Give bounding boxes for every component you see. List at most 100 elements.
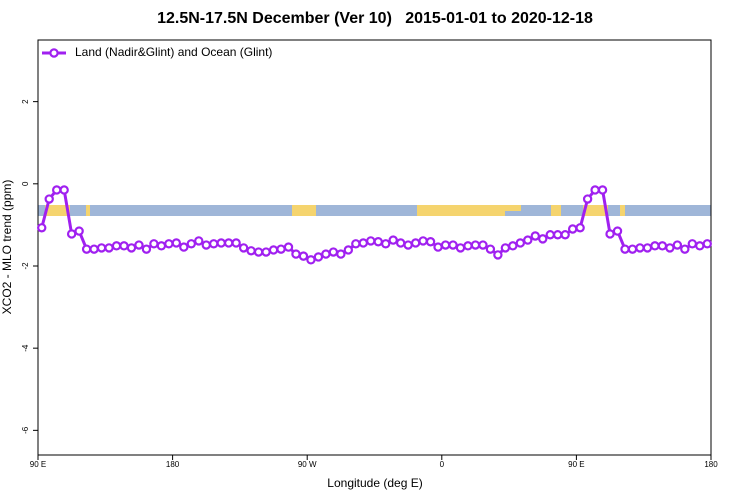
data-point (89, 244, 99, 254)
data-point (523, 235, 533, 245)
data-point (567, 224, 578, 234)
data-point (500, 243, 511, 253)
data-point (425, 237, 436, 247)
land-patch (583, 205, 608, 216)
data-point (298, 251, 309, 261)
data-point (605, 229, 615, 239)
data-point (642, 243, 653, 253)
data-point (538, 234, 548, 244)
data-point (126, 243, 137, 253)
plot-frame (37, 39, 712, 456)
data-point (81, 244, 92, 254)
data-point (343, 245, 354, 255)
data-point (381, 239, 391, 249)
y-tick-label: -2 (21, 262, 30, 270)
x-tick-label: 0 (440, 460, 445, 469)
data-point (485, 244, 496, 254)
x-tick-label: 90 E (30, 460, 46, 469)
data-point (530, 231, 540, 241)
data-point (119, 241, 129, 251)
land-patch (505, 205, 521, 211)
data-point (433, 242, 443, 252)
data-point (261, 247, 271, 257)
data-point (582, 194, 593, 204)
data-point (238, 243, 249, 253)
data-point (470, 240, 481, 250)
data-point (366, 236, 376, 246)
data-point (463, 241, 473, 251)
data-point (51, 185, 62, 195)
data-point (478, 240, 488, 250)
data-point (328, 247, 339, 257)
data-point (253, 247, 264, 257)
data-point (455, 243, 466, 253)
y-tick-label: 0 (21, 181, 30, 186)
data-point (665, 243, 675, 253)
x-tick-label: 180 (166, 460, 180, 469)
data-point (680, 244, 690, 254)
data-point (687, 239, 698, 249)
data-point (590, 185, 600, 195)
series-line (40, 188, 708, 262)
data-point (268, 245, 279, 255)
data-point (358, 238, 368, 248)
data-point (246, 246, 256, 256)
data-point (493, 250, 503, 260)
data-point (104, 243, 114, 253)
data-point (575, 223, 585, 233)
data-point (186, 239, 196, 249)
data-point (672, 240, 683, 250)
data-point (66, 229, 77, 239)
data-point (313, 252, 324, 262)
data-point (164, 239, 174, 249)
data-point (276, 244, 286, 254)
data-point (395, 238, 406, 248)
data-point (231, 238, 241, 248)
ocean-strip (38, 205, 711, 216)
land-patch (620, 205, 625, 216)
data-point (650, 241, 660, 251)
data-point (410, 238, 421, 248)
data-point (351, 239, 361, 249)
data-point (156, 241, 167, 251)
data-point (336, 249, 346, 259)
data-point (418, 236, 428, 246)
data-point (448, 240, 458, 250)
x-tick-label: 180 (704, 460, 718, 469)
data-point (553, 230, 563, 240)
data-point (141, 244, 152, 254)
land-patch (417, 205, 505, 216)
data-point (37, 223, 47, 233)
data-point (171, 238, 182, 248)
land-patch (86, 205, 90, 216)
data-point (223, 238, 234, 248)
data-point (612, 226, 623, 236)
x-tick-label: 90 E (568, 460, 584, 469)
data-point (702, 239, 712, 249)
y-tick-label: 2 (21, 99, 30, 104)
data-point (695, 241, 705, 251)
y-tick-label: -4 (21, 344, 30, 352)
land-ocean-strip (38, 205, 711, 216)
data-point (216, 238, 226, 248)
data-point (179, 242, 189, 252)
data-point (44, 194, 54, 204)
x-axis-label: Longitude (deg E) (327, 476, 422, 490)
data-point (620, 244, 630, 254)
data-point (201, 240, 211, 250)
legend-label: Land (Nadir&Glint) and Ocean (Glint) (75, 45, 272, 59)
data-point (657, 241, 668, 251)
data-point (388, 235, 398, 245)
data-point (194, 236, 204, 246)
data-point (321, 249, 331, 259)
data-point (209, 239, 219, 249)
data-point (291, 249, 301, 259)
data-point (560, 230, 570, 240)
data-point (545, 230, 555, 240)
data-point (515, 238, 526, 248)
data-point (74, 226, 84, 236)
land-patch (45, 205, 70, 216)
data-point (635, 243, 645, 253)
